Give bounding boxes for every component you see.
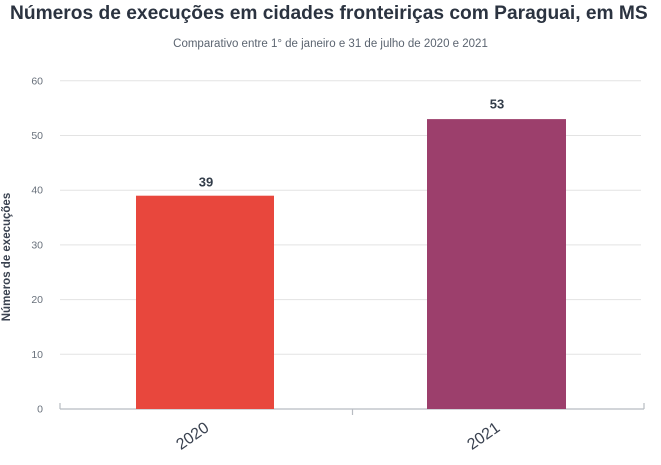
svg-text:40: 40: [31, 185, 43, 197]
svg-text:0: 0: [37, 404, 43, 416]
svg-text:50: 50: [31, 130, 43, 142]
svg-text:2020: 2020: [173, 419, 212, 453]
svg-text:30: 30: [31, 239, 43, 251]
svg-text:60: 60: [31, 75, 43, 87]
svg-text:39: 39: [199, 175, 213, 190]
svg-text:20: 20: [31, 294, 43, 306]
svg-text:53: 53: [490, 97, 504, 112]
svg-text:2021: 2021: [464, 419, 503, 453]
svg-text:10: 10: [31, 349, 43, 361]
